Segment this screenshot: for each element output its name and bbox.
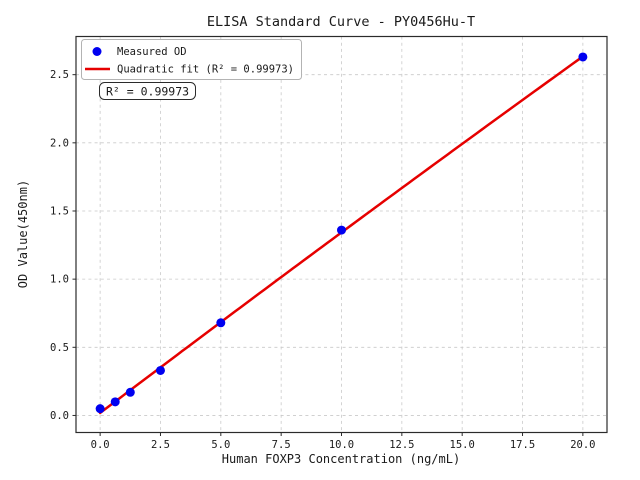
y-tick-label: 2.5	[50, 69, 69, 81]
y-tick-label: 2.0	[50, 137, 69, 149]
legend-label-quadratic-fit: Quadratic fit (R² = 0.99973)	[117, 64, 294, 76]
x-tick-label: 12.5	[389, 439, 414, 451]
x-tick-label: 2.5	[151, 439, 170, 451]
x-tick-label: 0.0	[91, 439, 110, 451]
y-tick-label: 1.0	[50, 274, 69, 286]
x-tick-label: 10.0	[329, 439, 354, 451]
data-point	[125, 387, 135, 397]
r-squared-annotation-text: R² = 0.99973	[106, 85, 189, 99]
chart-title: ELISA Standard Curve - PY0456Hu-T	[207, 14, 475, 30]
x-tick-label: 5.0	[211, 439, 230, 451]
r-squared-annotation: R² = 0.99973	[99, 82, 196, 100]
x-tick-label: 7.5	[272, 439, 291, 451]
r-squared-annotation-box	[99, 82, 196, 100]
y-axis-label: OD Value(450nm)	[16, 180, 30, 288]
data-point	[110, 397, 120, 407]
legend-box	[81, 39, 302, 80]
x-tick-label: 15.0	[450, 439, 475, 451]
x-tick-label: 17.5	[510, 439, 535, 451]
data-point	[337, 225, 346, 235]
y-tick-label: 0.5	[50, 342, 69, 354]
legend-label-measured-od: Measured OD	[117, 46, 187, 58]
data-point	[95, 404, 105, 414]
y-tick-label: 0.0	[50, 410, 69, 422]
x-axis-label: Human FOXP3 Concentration (ng/mL)	[222, 452, 460, 466]
y-tick-label: 1.5	[50, 205, 69, 217]
data-point	[155, 365, 165, 375]
legend-marker-measured-od-icon	[92, 47, 102, 56]
data-point	[216, 318, 226, 328]
x-tick-label: 20.0	[570, 439, 595, 451]
legend: Measured OD Quadratic fit (R² = 0.99973)	[81, 39, 302, 80]
plot-area: 0.0 2.5 5.0 7.5 10.0 12.5 15.0 17.5 20.0 0.0 0.5 1.…	[50, 35, 608, 451]
data-point	[578, 52, 588, 62]
